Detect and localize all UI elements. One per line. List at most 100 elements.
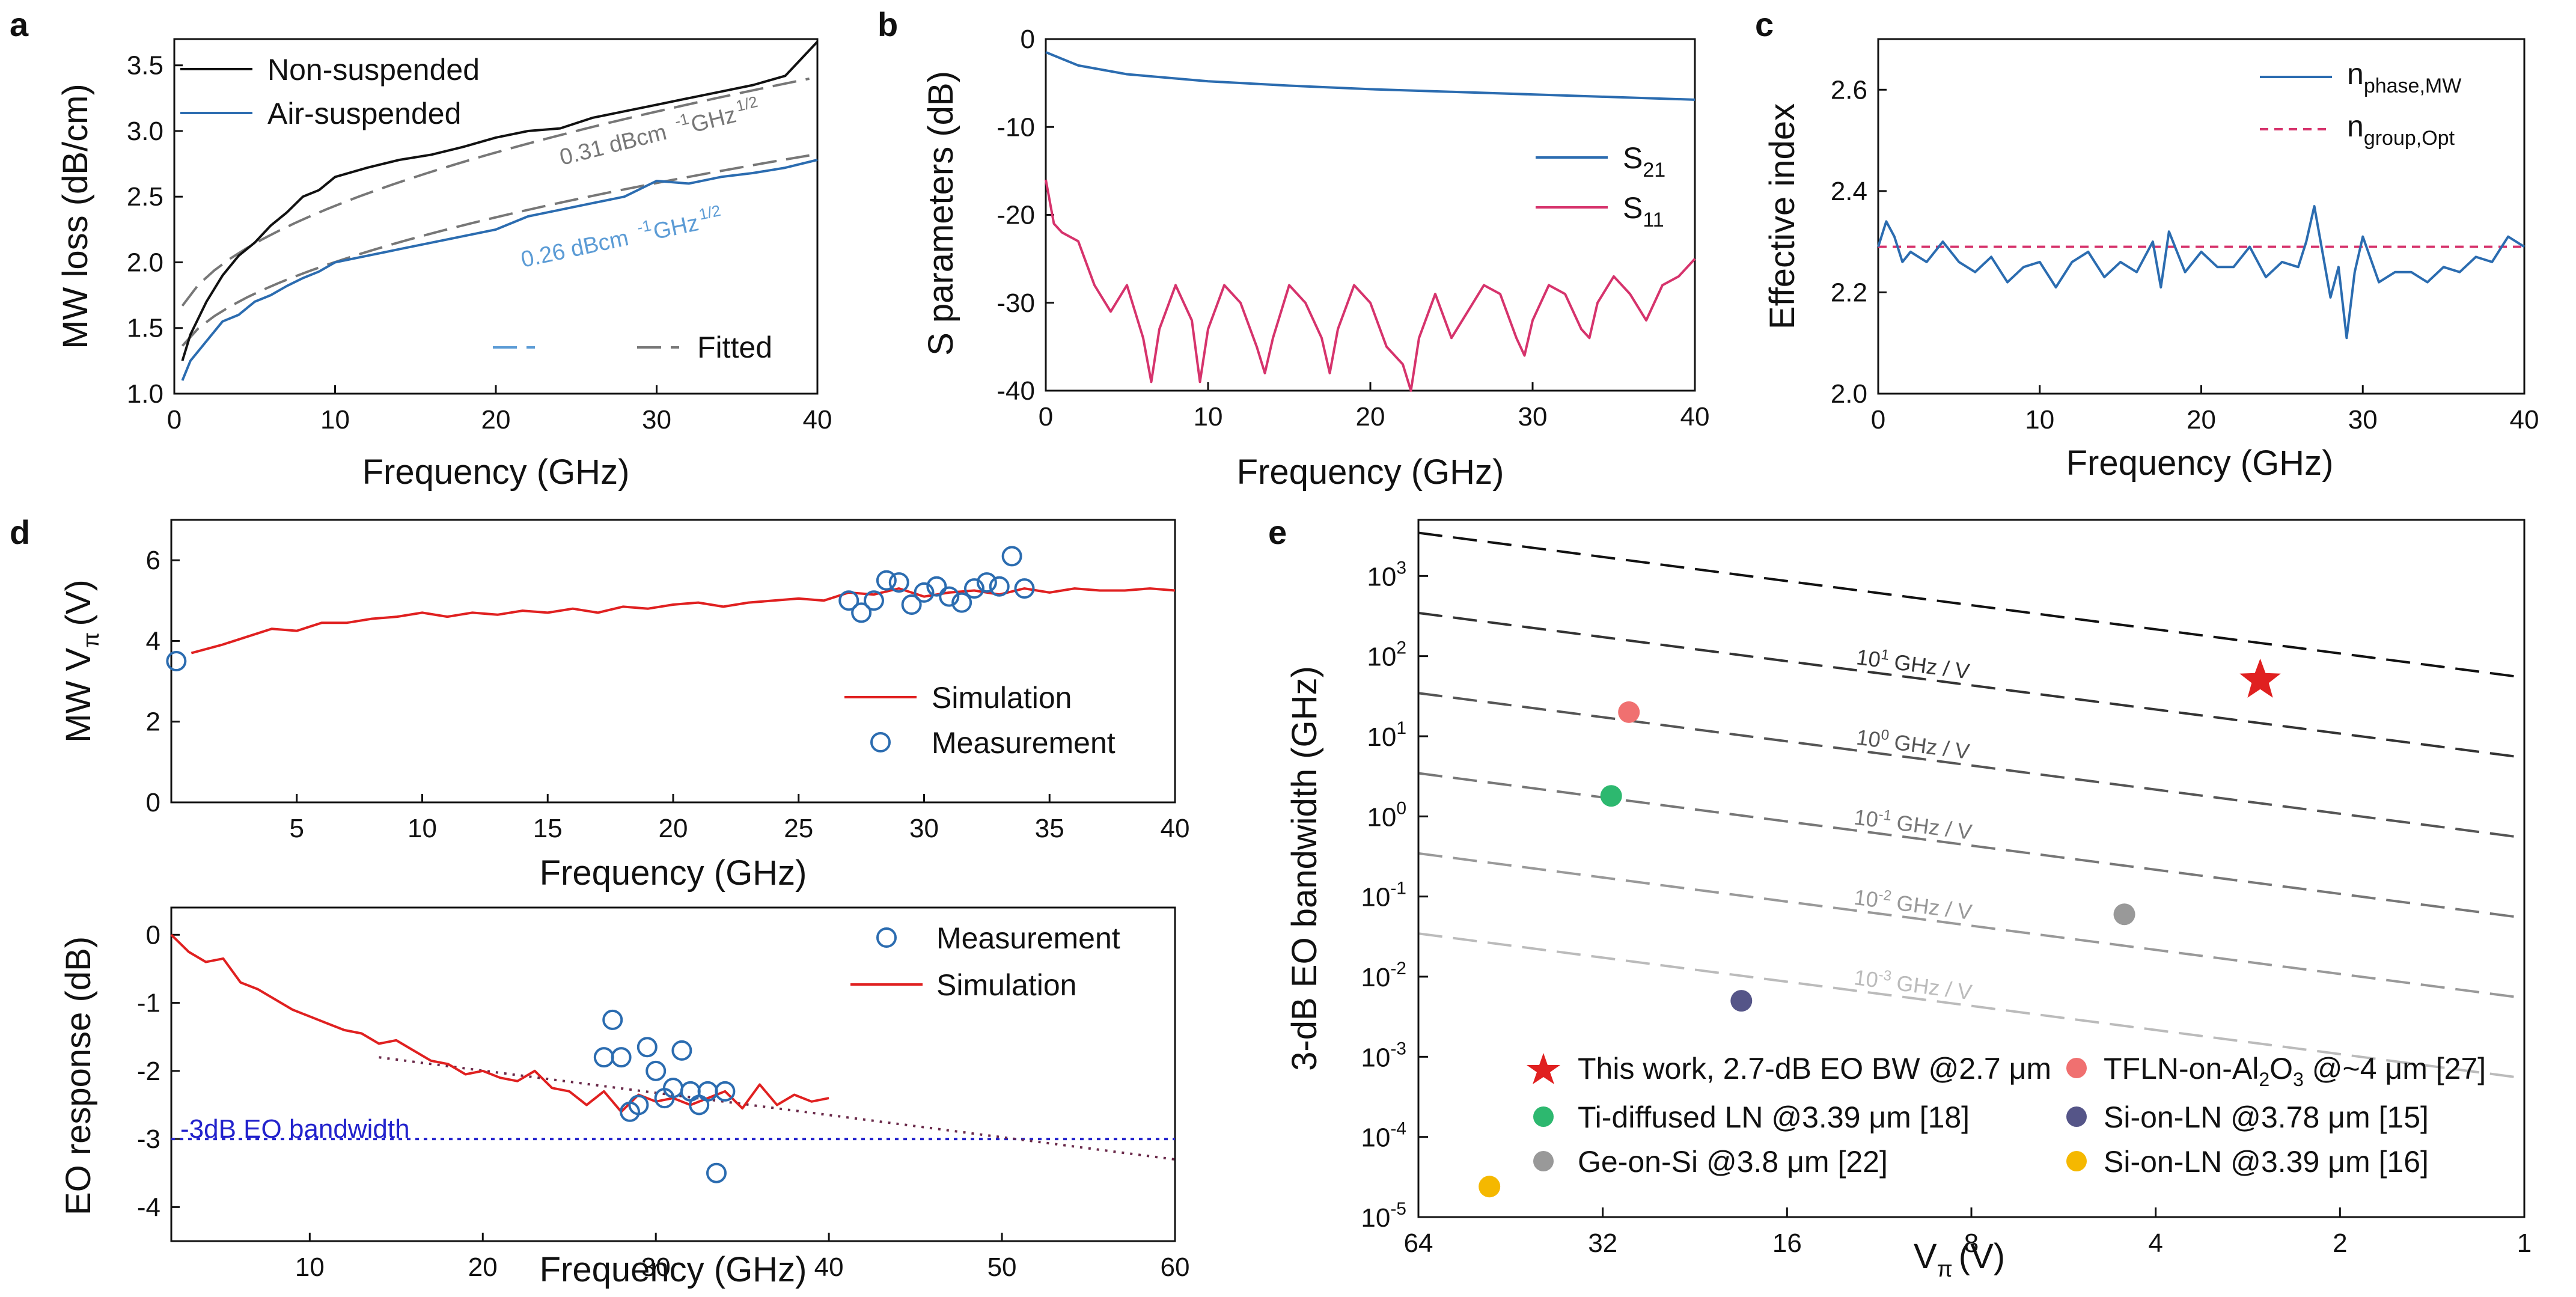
legend-s11: S11 <box>1623 191 1664 231</box>
ann-a-upper-sup1: -1 <box>673 109 691 130</box>
x-tick-label: 2 <box>2333 1228 2347 1258</box>
y-tick-label: 101 <box>1367 718 1406 752</box>
panel-c-frame <box>1877 38 2526 395</box>
measurement-point-vpi <box>989 576 1010 597</box>
data-point-star <box>2239 658 2281 698</box>
x-tick-label: 16 <box>1772 1228 1802 1258</box>
legend-marker-ti-diffused <box>1533 1106 1554 1127</box>
x-tick-label: 20 <box>481 405 511 435</box>
panel-a-plot <box>181 41 819 381</box>
iso-line <box>1418 692 2525 840</box>
panel-e-ticks: 64 32 16 8 4 2 1 10-5 10-4 10-3 10-2 10-1 100 101 102 1… <box>1361 558 2532 1258</box>
panel-d-upper-plot <box>166 546 1176 671</box>
data-point <box>1618 701 1640 723</box>
x-tick-label: 20 <box>468 1253 498 1282</box>
series-air-suspended <box>181 159 818 381</box>
y-tick-label: -40 <box>997 376 1035 406</box>
x-tick-label: 10 <box>2025 405 2054 435</box>
legend-swatch-measurement-d1 <box>870 732 891 752</box>
panel-c-legend: nphase,MW ngroup,Opt <box>2260 57 2461 150</box>
y-tick-label: 0 <box>146 920 160 950</box>
panel-a-frame <box>173 38 819 395</box>
series-nphase <box>1877 205 2526 340</box>
y-tick-label: 2.5 <box>127 182 163 212</box>
panel-a-legend: Non-suspended Air-suspended Fitted <box>180 53 772 364</box>
x-tick-label: 30 <box>2348 405 2378 435</box>
x-tick-label: 32 <box>1588 1228 1617 1258</box>
x-tick-label: 40 <box>1161 814 1190 843</box>
measurement-point-eo <box>611 1047 632 1068</box>
legend-ti-diffused: Ti-diffused LN @3.39 μm [18] <box>1578 1100 1970 1134</box>
x-tick-label: 10 <box>407 814 437 843</box>
x-tick-label: 30 <box>642 405 671 435</box>
measurement-point-vpi <box>838 590 859 611</box>
panel-e: e 64 32 16 8 4 2 1 10-5 10-4 10-3 10-2 10-1 100 101 10… <box>1268 513 2532 1282</box>
x-tick-label: 5 <box>290 814 304 843</box>
panel-a-ticks: 0 10 20 30 40 1.0 1.5 2.0 2.5 3.0 3.5 <box>127 51 832 435</box>
y-tick-label: 2.0 <box>127 248 163 277</box>
x-tick-label: 10 <box>295 1253 325 1282</box>
data-point <box>1479 1176 1501 1198</box>
ann-a-lower-unit: GHz <box>651 210 701 245</box>
iso-line-label: 10-2 GHz / V <box>1852 883 1973 924</box>
legend-si-on-ln-378: Si-on-LN @3.78 μm [15] <box>2104 1100 2429 1134</box>
x-tick-label: 4 <box>2148 1228 2162 1258</box>
ann-a-upper-main: 0.31 dBcm <box>557 120 669 171</box>
x-tick-label: 1 <box>2517 1228 2532 1258</box>
panel-c-plot <box>1877 205 2526 340</box>
panel-d-upper: d 5 10 15 20 25 30 35 40 0 2 4 6 Frequency (GHz) MW… <box>10 513 1189 893</box>
y-tick-label: 10-2 <box>1361 959 1406 992</box>
measurement-point-vpi <box>939 586 960 607</box>
x-tick-label: 64 <box>1404 1228 1433 1258</box>
measurement-point-eo <box>636 1037 658 1058</box>
y-tick-label: 0 <box>1021 25 1035 54</box>
legend-tfln: TFLN-on-Al2O3 @~4 μm [27] <box>2104 1052 2486 1090</box>
legend-s21: S21 <box>1623 141 1665 182</box>
legend-measurement-d1: Measurement <box>932 726 1116 760</box>
panel-d-upper-xlabel: Frequency (GHz) <box>540 853 807 893</box>
legend-swatch-measurement-d2 <box>876 927 897 948</box>
panel-d-upper-ticks: 5 10 15 20 25 30 35 40 0 2 4 6 <box>146 546 1190 843</box>
panel-label-d: d <box>10 513 30 551</box>
y-tick-label: 0 <box>146 788 160 817</box>
y-tick-label: -4 <box>137 1192 160 1222</box>
panel-a: a 0 10 20 30 40 1.0 1.5 2.0 2.5 3.0 3.5 Frequency … <box>10 5 832 492</box>
legend-measurement-d2: Measurement <box>936 921 1120 955</box>
x-tick-label: 40 <box>1680 402 1710 432</box>
y-tick-label: 1.5 <box>127 314 163 343</box>
fitted-curve <box>181 77 810 307</box>
measurement-point-vpi <box>851 602 872 623</box>
panel-d-lower-legend: Measurement Simulation <box>850 921 1120 1002</box>
measurement-point-vpi <box>1014 578 1035 599</box>
panel-e-legend: This work, 2.7-dB EO BW @2.7 μm TFLN-on-… <box>1527 1052 2486 1179</box>
series-non-suspended <box>181 41 819 361</box>
panel-b-plot <box>1045 51 1696 392</box>
measurement-point-vpi <box>964 578 984 599</box>
ann-a-lower-sup2: 1/2 <box>697 201 722 224</box>
measurement-point-vpi <box>864 590 884 611</box>
ann-a-upper-sup2: 1/2 <box>734 93 759 115</box>
series-simulation-eo <box>170 933 829 1113</box>
x-tick-label: 30 <box>641 1253 671 1282</box>
panel-d-lower-frame <box>170 906 1176 1242</box>
panel-e-ylabel: 3-dB EO bandwidth (GHz) <box>1285 666 1324 1071</box>
x-tick-label: 20 <box>659 814 688 843</box>
x-tick-label: 50 <box>987 1253 1017 1282</box>
y-tick-label: 103 <box>1367 558 1406 591</box>
legend-marker-this-work <box>1527 1053 1560 1084</box>
series-s11 <box>1045 179 1696 392</box>
measurement-point-eo <box>706 1162 727 1183</box>
panel-d-upper-frame <box>170 519 1176 804</box>
iso-line <box>1418 531 2525 679</box>
reference-line-label: -3dB EO bandwidth <box>180 1114 410 1144</box>
x-tick-label: 40 <box>803 405 832 435</box>
x-tick-label: 20 <box>2187 405 2216 435</box>
panel-label-e: e <box>1268 513 1287 551</box>
x-tick-label: 0 <box>167 405 182 435</box>
y-tick-label: -1 <box>137 989 160 1018</box>
measurement-point-eo <box>680 1081 701 1102</box>
measurement-point-vpi <box>1001 546 1022 567</box>
y-tick-label: 2.0 <box>1831 379 1867 409</box>
y-tick-label: 102 <box>1367 638 1406 672</box>
